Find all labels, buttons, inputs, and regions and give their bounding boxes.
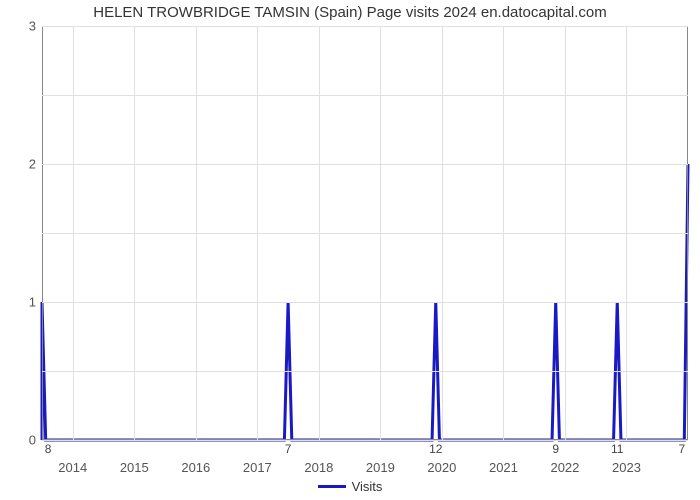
- grid-line-v: [257, 26, 258, 440]
- legend-swatch: [318, 485, 346, 488]
- grid-line-v: [196, 26, 197, 440]
- grid-line-v: [626, 26, 627, 440]
- x-tick-label: 2018: [304, 460, 333, 475]
- x-tick-label: 2015: [120, 460, 149, 475]
- grid-line-v: [73, 26, 74, 440]
- y-tick-label: 3: [29, 19, 36, 34]
- grid-line-h: [42, 440, 688, 441]
- x-tick-label: 2023: [612, 460, 641, 475]
- grid-line-h-minor: [42, 95, 688, 96]
- x-tick-label: 2022: [550, 460, 579, 475]
- grid-line-v: [319, 26, 320, 440]
- grid-line-v: [380, 26, 381, 440]
- grid-line-h: [42, 26, 688, 27]
- grid-line-v: [565, 26, 566, 440]
- grid-line-h-minor: [42, 371, 688, 372]
- data-point-label: 12: [429, 442, 442, 456]
- grid-line-h: [42, 302, 688, 303]
- data-point-label: 7: [285, 442, 292, 456]
- x-tick-label: 2014: [58, 460, 87, 475]
- grid-line-h-minor: [42, 233, 688, 234]
- x-tick-label: 2020: [427, 460, 456, 475]
- x-tick-label: 2019: [366, 460, 395, 475]
- x-tick-label: 2016: [181, 460, 210, 475]
- data-point-label: 9: [552, 442, 559, 456]
- grid-line-h: [42, 164, 688, 165]
- data-point-label: 7: [679, 442, 686, 456]
- x-tick-label: 2017: [243, 460, 272, 475]
- data-point-label: 8: [45, 442, 52, 456]
- legend-label: Visits: [352, 479, 383, 494]
- y-tick-label: 2: [29, 157, 36, 172]
- chart-title: HELEN TROWBRIDGE TAMSIN (Spain) Page vis…: [0, 4, 700, 21]
- y-tick-label: 1: [29, 295, 36, 310]
- plot-area: 0123201420152016201720182019202020212022…: [42, 26, 688, 440]
- data-point-label: 11: [611, 442, 623, 456]
- y-tick-label: 0: [29, 433, 36, 448]
- grid-line-v: [503, 26, 504, 440]
- x-tick-label: 2021: [489, 460, 518, 475]
- grid-line-v: [134, 26, 135, 440]
- chart-container: HELEN TROWBRIDGE TAMSIN (Spain) Page vis…: [0, 0, 700, 500]
- grid-line-v: [442, 26, 443, 440]
- legend: Visits: [0, 478, 700, 494]
- plot-inner: 0123201420152016201720182019202020212022…: [42, 26, 688, 440]
